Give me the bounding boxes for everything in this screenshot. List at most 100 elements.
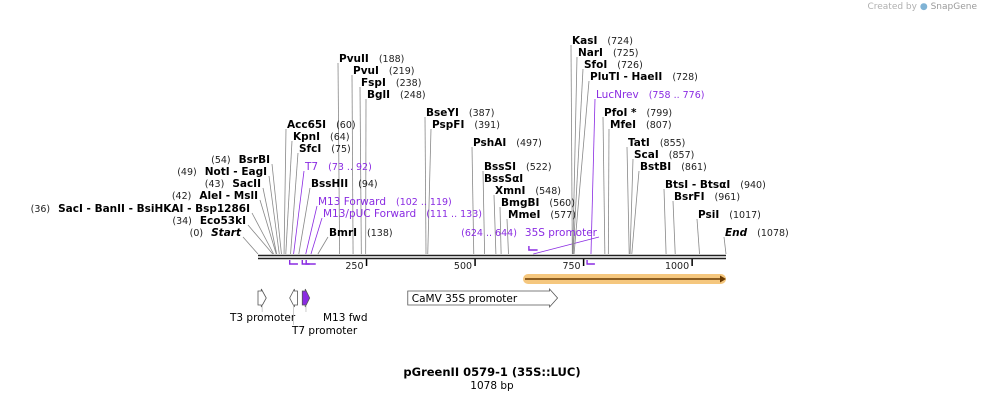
- ruler-tick-label: 1000: [665, 261, 689, 272]
- site-label-alei-msli[interactable]: (42) AleI - MslI: [172, 190, 258, 202]
- leader-pluti-haeii: [573, 80, 590, 255]
- leader-sfoi: [572, 68, 584, 255]
- site-position: (861): [681, 162, 707, 173]
- site-label-mmei[interactable]: MmeI (577): [508, 209, 576, 221]
- primer-marker-t7[interactable]: [288, 260, 298, 265]
- site-position: (725): [613, 48, 639, 59]
- orf-arrowhead: [720, 275, 726, 283]
- site-name: BssSαI: [484, 173, 523, 185]
- site-label-pshai[interactable]: PshAI (497): [473, 137, 542, 149]
- site-label-bseyi[interactable]: BseYI (387): [426, 107, 494, 119]
- site-label-btsi-btsai[interactable]: BtsI - BtsαI (940): [665, 179, 766, 191]
- site-label-bmri[interactable]: BmrI (138): [329, 227, 393, 239]
- site-label-noti-eagi[interactable]: (49) NotI - EagI: [177, 166, 267, 178]
- site-label-psii[interactable]: PsiI (1017): [698, 209, 761, 221]
- site-position: (73 .. 92): [328, 162, 372, 173]
- feature-label-m13-fwd: M13 fwd: [323, 312, 368, 324]
- site-label-m13-puc-forward[interactable]: M13/pUC Forward (111 .. 133): [323, 208, 482, 220]
- site-label-acc65i[interactable]: Acc65I (60): [287, 119, 356, 131]
- feature-t3-promoter[interactable]: [257, 288, 267, 308]
- leader-acc65i: [283, 128, 287, 255]
- leader-pfoi: [602, 116, 606, 255]
- site-position: (238): [396, 78, 422, 89]
- site-label-bstbi[interactable]: BstBI (861): [640, 161, 707, 173]
- site-name: SfoI: [584, 59, 607, 71]
- site-label-bmgbi[interactable]: BmgBI (560): [501, 197, 575, 209]
- site-name: M13 Forward: [318, 196, 386, 208]
- feature-m13-fwd[interactable]: [301, 288, 311, 308]
- site-label-bsshii[interactable]: BssHII (94): [311, 178, 378, 190]
- site-position: (961): [715, 192, 741, 203]
- leader-saci-group: [251, 212, 274, 255]
- site-label-mfei[interactable]: MfeI (807): [610, 119, 672, 131]
- leader-mfei: [607, 128, 610, 255]
- site-label-bsrbi[interactable]: (54) BsrBI: [211, 154, 270, 166]
- site-label-tati[interactable]: TatI (855): [628, 137, 685, 149]
- site-position: (807): [646, 120, 672, 131]
- site-label-kasi[interactable]: KasI (724): [572, 35, 633, 47]
- leader-pvui: [351, 74, 354, 255]
- site-position: (111 .. 133): [426, 209, 482, 220]
- site-label-nari[interactable]: NarI (725): [578, 47, 639, 59]
- orf-track: [522, 274, 726, 284]
- site-name: SacII: [232, 178, 261, 190]
- site-label-scai[interactable]: ScaI (857): [634, 149, 694, 161]
- leader-pvuii: [337, 62, 341, 255]
- site-label-t7[interactable]: T7 (73 .. 92): [304, 161, 372, 173]
- site-position: (36): [31, 204, 51, 215]
- site-label-saci-group[interactable]: (36) SacI - BanII - BsiHKAI - Bsp1286I: [31, 203, 250, 215]
- site-label-pspfi[interactable]: PspFI (391): [432, 119, 500, 131]
- site-position: (102 .. 119): [396, 197, 452, 208]
- site-label-sfoi[interactable]: SfoI (726): [584, 59, 643, 71]
- feature-label-t7-promoter: T7 promoter: [291, 325, 358, 337]
- site-label-sfci[interactable]: SfcI (75): [299, 143, 351, 155]
- site-label-kpni[interactable]: KpnI (64): [293, 131, 350, 143]
- feature-t7-promoter[interactable]: [289, 288, 298, 308]
- site-label-xmni[interactable]: XmnI (548): [495, 185, 561, 197]
- map-title: pGreenII 0579-1 (35S::LUC): [403, 365, 580, 379]
- site-label-pvui[interactable]: PvuI (219): [353, 65, 414, 77]
- leader-mmei: [506, 218, 509, 255]
- site-name: End: [725, 227, 748, 239]
- feature-camv-35s-promoter[interactable]: [407, 287, 559, 309]
- site-name: KasI: [572, 35, 597, 47]
- site-position: (799): [647, 108, 673, 119]
- leader-bseyi: [424, 116, 427, 255]
- site-label-m13-forward[interactable]: M13 Forward (102 .. 119): [318, 196, 452, 208]
- site-label-bgli[interactable]: BglI (248): [367, 89, 426, 101]
- site-label-bsrfi[interactable]: BsrFI (961): [674, 191, 740, 203]
- site-name: KpnI: [293, 131, 320, 143]
- site-name: NarI: [578, 47, 603, 59]
- site-name: PvuII: [339, 53, 369, 65]
- leader-bstbi: [631, 170, 640, 255]
- site-position: (758 .. 776): [649, 90, 705, 101]
- site-position: (940): [740, 180, 766, 191]
- site-position: (548): [535, 186, 561, 197]
- site-label-pfoi[interactable]: PfoI * (799): [604, 107, 672, 119]
- site-name: BtsI - BtsαI: [665, 179, 730, 191]
- site-name: PspFI: [432, 119, 464, 131]
- site-label-fspi[interactable]: FspI (238): [361, 77, 421, 89]
- site-position: (857): [669, 150, 695, 161]
- primer-marker-35s-promoter-primer[interactable]: [528, 246, 538, 251]
- site-position: (724): [607, 36, 633, 47]
- site-label-35s-promoter-primer[interactable]: (624 .. 644) 35S promoter: [461, 227, 598, 239]
- bp-ruler: 250 500 750 1000: [345, 259, 693, 272]
- site-name: BsrBI: [239, 154, 270, 166]
- primer-marker-lucnrev[interactable]: [586, 260, 595, 265]
- site-label-bsssi[interactable]: BssSI (522): [484, 161, 552, 173]
- leader-m13-forward: [305, 205, 318, 255]
- site-label-eco53ki[interactable]: (34) Eco53kI: [172, 215, 246, 227]
- site-label-end[interactable]: End (1078): [725, 227, 789, 239]
- site-label-sacii[interactable]: (43) SacII: [205, 178, 261, 190]
- site-label-pluti-haeii[interactable]: PluTI - HaeII (728): [590, 71, 698, 83]
- site-label-start[interactable]: (0) Start: [190, 227, 242, 239]
- site-label-lucnrev[interactable]: LucNrev (758 .. 776): [596, 89, 704, 101]
- site-position: (60): [336, 120, 356, 131]
- site-label-pvuii[interactable]: PvuII (188): [339, 53, 404, 65]
- primer-marker-m13-puc-forward[interactable]: [305, 260, 316, 265]
- site-label-bsssai[interactable]: BssSαI: [484, 173, 523, 185]
- site-name: TatI: [628, 137, 650, 149]
- leader-psii: [696, 218, 700, 255]
